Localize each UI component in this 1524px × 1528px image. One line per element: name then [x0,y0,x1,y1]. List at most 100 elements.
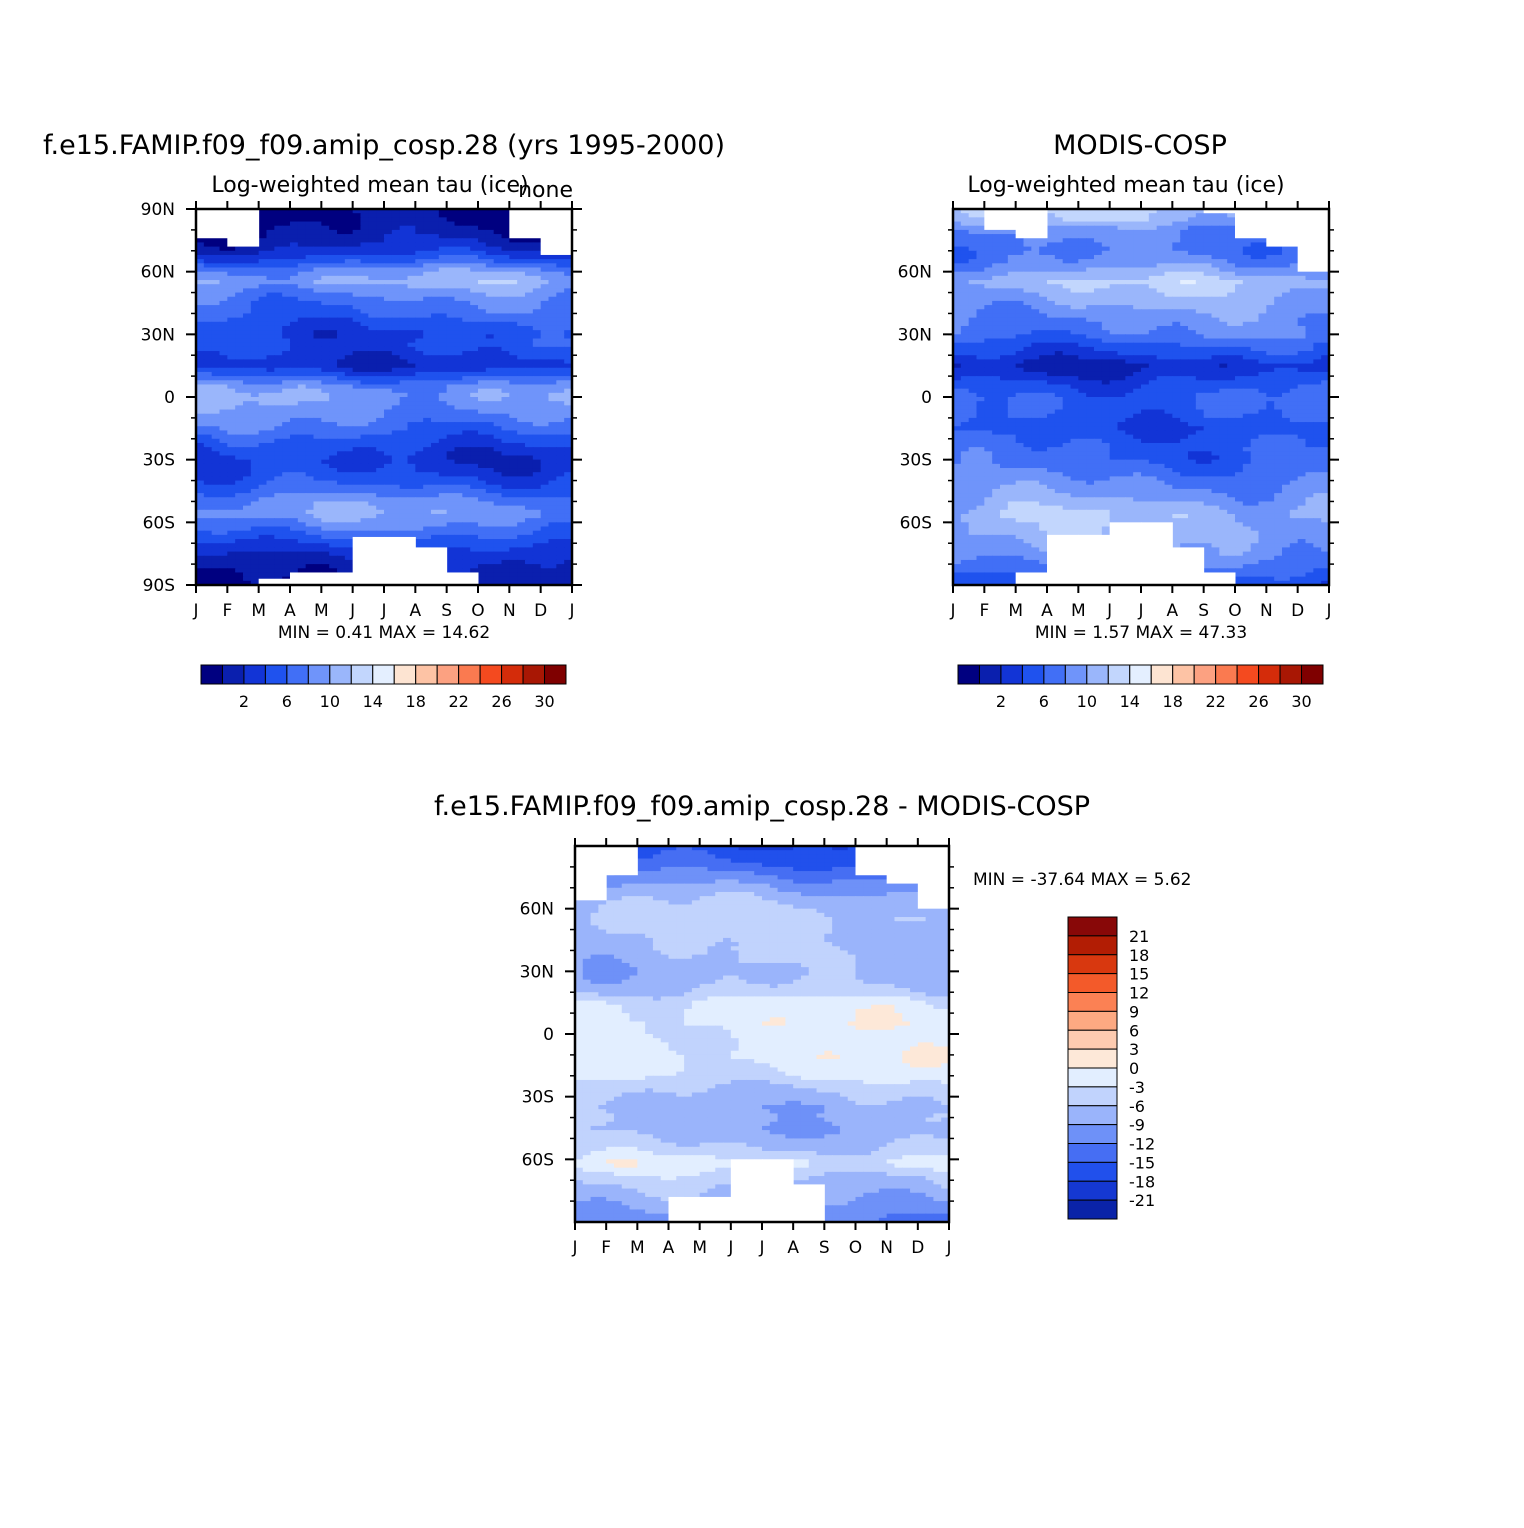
field-cell [517,301,525,306]
field-cell [486,343,494,348]
field-cell [470,426,478,431]
field-cell [227,418,235,423]
field-cell [259,568,267,573]
field-cell [541,422,549,427]
field-cell [423,217,431,222]
field-cell [235,359,243,364]
field-cell [541,326,549,331]
field-cell [204,531,212,536]
field-cell [431,347,439,352]
field-cell [556,326,564,331]
field-cell [400,326,408,331]
field-cell [204,305,212,310]
field-cell [977,234,985,239]
field-cell [384,501,392,506]
field-cell [392,426,400,431]
field-cell [329,380,337,385]
field-cell [517,288,525,293]
field-cell [541,506,549,511]
field-cell [400,247,408,252]
field-cell [470,514,478,519]
field-cell [196,343,204,348]
field-cell [227,451,235,456]
field-cell [455,493,463,498]
field-cell [1094,230,1102,235]
field-cell [502,531,510,536]
field-cell [509,301,517,306]
field-cell [290,518,298,523]
field-cell [470,568,478,573]
field-cell [384,476,392,481]
field-cell [259,380,267,385]
field-cell [462,556,470,561]
field-cell [267,255,275,260]
field-cell [549,384,557,389]
field-cell [384,455,392,460]
field-cell [298,547,306,552]
field-cell [212,552,220,557]
field-cell [212,435,220,440]
field-cell [298,263,306,268]
field-cell [196,476,204,481]
field-cell [462,481,470,486]
field-cell [494,247,502,252]
field-cell [415,435,423,440]
field-cell [423,355,431,360]
field-cell [212,359,220,364]
field-cell [1188,226,1196,231]
field-cell [556,263,564,268]
field-cell [345,430,353,435]
field-cell [243,464,251,469]
field-cell [329,313,337,318]
field-cell [462,510,470,515]
field-cell [361,217,369,222]
field-cell [470,376,478,381]
field-cell [274,322,282,327]
field-cell [486,522,494,527]
field-cell [486,217,494,222]
field-cell [455,547,463,552]
field-cell [329,401,337,406]
field-cell [298,510,306,515]
field-cell [384,230,392,235]
field-cell [486,364,494,369]
field-cell [470,493,478,498]
field-cell [525,489,533,494]
field-cell [361,384,369,389]
field-cell [509,351,517,356]
field-cell [376,389,384,394]
field-cell [1227,213,1235,218]
field-cell [517,422,525,427]
field-cell [447,489,455,494]
field-cell [431,217,439,222]
field-cell [251,539,259,544]
field-cell [274,301,282,306]
field-cell [321,460,329,465]
field-cell [298,489,306,494]
field-cell [227,572,235,577]
field-cell [196,347,204,352]
field-cell [329,247,337,252]
field-cell [329,522,337,527]
field-cell [212,543,220,548]
field-cell [541,297,549,302]
field-cell [251,309,259,314]
field-cell [462,493,470,498]
field-cell [556,280,564,285]
field-cell [533,476,541,481]
field-cell [290,351,298,356]
field-cell [314,430,322,435]
field-cell [353,510,361,515]
field-cell [517,322,525,327]
field-cell [353,330,361,335]
field-cell [502,489,510,494]
field-cell [423,288,431,293]
field-cell [462,460,470,465]
field-cell [408,339,416,344]
field-cell [227,247,235,252]
field-cell [415,238,423,243]
field-cell [541,556,549,561]
field-cell [251,280,259,285]
field-cell [502,472,510,477]
field-cell [274,497,282,502]
